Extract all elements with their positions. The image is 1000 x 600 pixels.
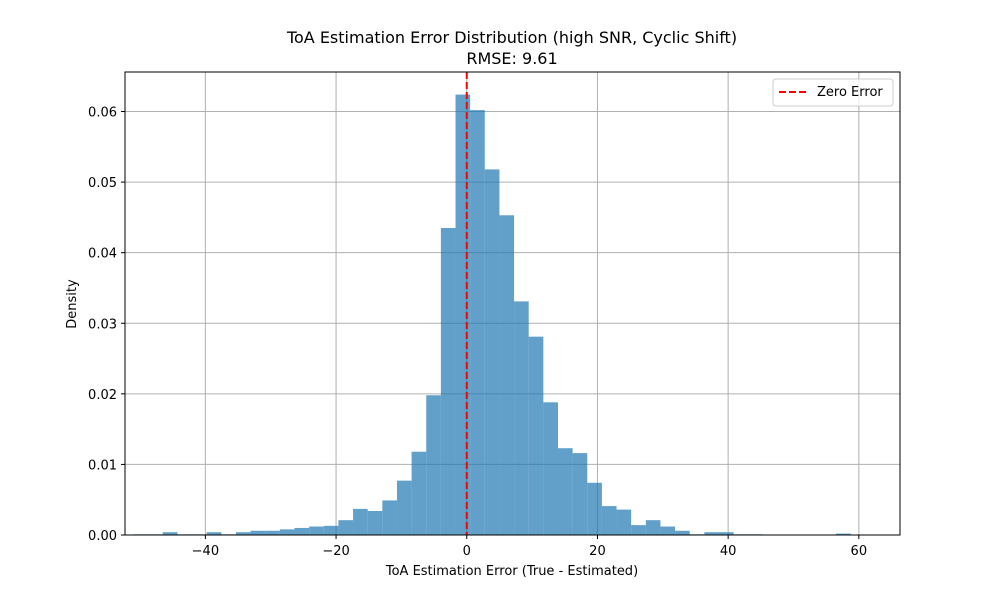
- histogram-bars: [133, 94, 851, 536]
- histogram-bar: [616, 509, 632, 535]
- histogram-bar: [440, 227, 456, 536]
- histogram-bar: [411, 451, 427, 535]
- legend: Zero Error: [772, 78, 894, 107]
- histogram-bar: [235, 532, 251, 535]
- histogram-bar: [470, 110, 485, 536]
- histogram-bar: [338, 520, 354, 535]
- histogram-bar: [265, 530, 280, 535]
- histogram-bar: [353, 508, 368, 535]
- histogram-bar: [484, 169, 500, 535]
- y-axis-label: Density: [65, 279, 80, 329]
- x-tick-label: −20: [322, 544, 349, 559]
- histogram-bar: [836, 533, 851, 535]
- x-tick-label: −40: [192, 544, 219, 559]
- y-axis-ticks: 0.00 0.01 0.02 0.03 0.04 0.05 0.06: [88, 106, 125, 544]
- chart-subtitle: RMSE: 9.61: [466, 49, 557, 68]
- histogram-bar: [323, 525, 339, 535]
- x-tick-label: 60: [851, 544, 868, 559]
- histogram-bar: [382, 500, 397, 535]
- y-tick-label: 0.02: [88, 388, 117, 403]
- histogram-bar: [396, 480, 412, 535]
- chart-title: ToA Estimation Error Distribution (high …: [286, 28, 737, 47]
- histogram-bar: [426, 395, 441, 535]
- histogram-bar: [499, 215, 515, 535]
- y-tick-label: 0.00: [88, 529, 117, 544]
- histogram-bar: [206, 532, 222, 535]
- y-tick-label: 0.03: [88, 317, 117, 332]
- x-tick-label: 0: [463, 544, 471, 559]
- histogram-bar: [601, 506, 617, 535]
- histogram-bar: [514, 301, 529, 535]
- x-axis-ticks: −40 −20 0 20 40 60: [192, 535, 867, 559]
- histogram-bar: [162, 532, 178, 535]
- histogram-bar: [279, 529, 295, 535]
- histogram-bar: [572, 453, 588, 535]
- y-tick-label: 0.05: [88, 176, 117, 191]
- histogram-bar: [675, 530, 690, 535]
- histogram-bar: [631, 525, 646, 535]
- histogram-bar: [645, 520, 661, 535]
- x-axis-label: ToA Estimation Error (True - Estimated): [385, 564, 638, 579]
- y-tick-label: 0.04: [88, 247, 117, 262]
- legend-box: [772, 78, 894, 107]
- histogram-bar: [528, 336, 544, 535]
- x-tick-label: 20: [589, 544, 606, 559]
- histogram-bar: [660, 526, 676, 535]
- x-tick-label: 40: [720, 544, 737, 559]
- histogram-bar: [455, 94, 471, 536]
- histogram-bar: [543, 402, 558, 535]
- histogram-bar: [557, 448, 573, 535]
- histogram-bar: [294, 527, 310, 535]
- histogram-bar: [718, 532, 734, 535]
- histogram-bar: [309, 526, 324, 535]
- y-tick-label: 0.06: [88, 106, 117, 121]
- histogram-bar: [367, 511, 383, 535]
- y-tick-label: 0.01: [88, 458, 117, 473]
- plot-frame: [124, 71, 901, 536]
- histogram-bar: [704, 532, 719, 535]
- legend-label-zero-error: Zero Error: [817, 85, 883, 100]
- histogram-bar: [587, 482, 602, 535]
- histogram-bar: [250, 530, 266, 535]
